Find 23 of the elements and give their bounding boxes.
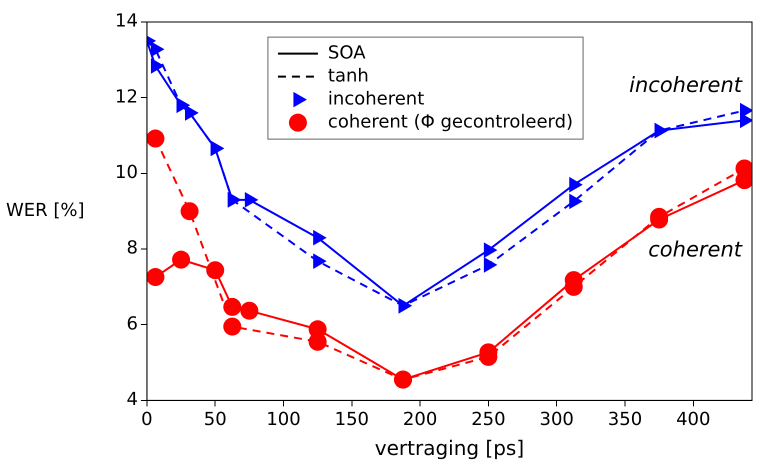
x-tick-label: 150 bbox=[334, 408, 369, 430]
x-tick-label: 300 bbox=[539, 408, 574, 430]
y-tick-label: 10 bbox=[115, 162, 138, 184]
y-tick-label: 4 bbox=[126, 389, 138, 410]
annotation: incoherent bbox=[629, 72, 743, 97]
y-tick-label: 6 bbox=[126, 313, 138, 334]
x-tick-label: 250 bbox=[471, 408, 506, 430]
x-tick-label: 400 bbox=[676, 408, 710, 430]
legend-label: tanh bbox=[328, 65, 369, 86]
y-axis-title: WER [%] bbox=[6, 200, 85, 221]
x-axis-title: vertraging [ps] bbox=[374, 436, 524, 460]
legend-label: coherent (Φ gecontroleerd) bbox=[328, 111, 574, 132]
y-tick-label: 12 bbox=[115, 86, 138, 108]
legend-label: SOA bbox=[328, 42, 366, 64]
x-tick-label: 0 bbox=[141, 408, 153, 430]
annotation: coherent bbox=[648, 237, 743, 262]
y-tick-label: 8 bbox=[126, 238, 138, 259]
y-tick-label: 14 bbox=[115, 10, 138, 32]
x-tick-label: 350 bbox=[608, 408, 642, 430]
x-tick-label: 200 bbox=[402, 408, 438, 430]
x-tick-label: 100 bbox=[266, 408, 301, 430]
legend-label: incoherent bbox=[328, 88, 424, 110]
x-tick-label: 50 bbox=[204, 408, 227, 430]
